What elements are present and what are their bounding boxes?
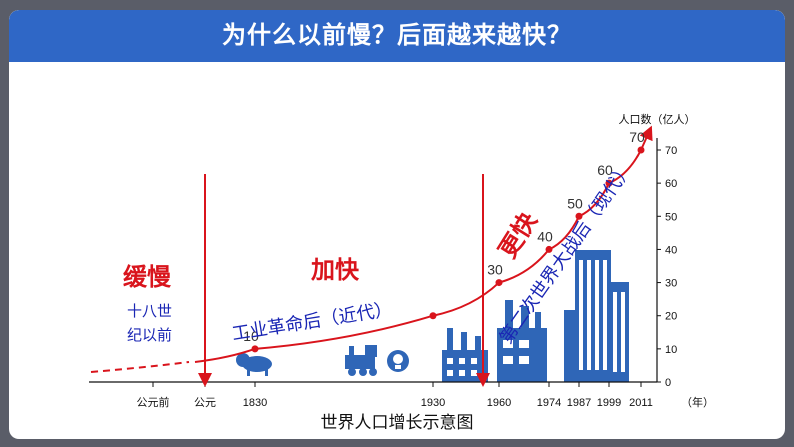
data-point [637,146,645,154]
data-point [605,179,613,187]
population-curve [194,125,653,363]
y-tick-label: 40 [665,244,677,256]
data-label: 10 [243,328,259,344]
x-tick-label: 1987 [567,397,591,409]
y-tick-label: 10 [665,344,677,356]
label-pre18-line1: 十八世 [127,303,172,320]
data-label: 70 [629,129,645,145]
x-tick-label: 2011 [629,397,653,409]
x-axis-unit: （年） [681,395,714,409]
x-tick-label: 1960 [487,397,511,409]
bison-icon [236,353,272,376]
y-tick-label: 60 [665,178,677,190]
x-tick-label: 公元前 [137,395,170,409]
early-dashed-curve [90,361,190,373]
x-tick-label: 1999 [597,397,621,409]
data-point [429,312,437,320]
data-point [545,245,553,253]
label-faster: 加快 [311,257,360,284]
skyscraper-icon [564,250,629,382]
population-chart: 0 10 20 30 40 50 60 70 公元前 公元 1830 1930 1960 1974 198… [89,113,714,409]
x-tick-label: 1830 [243,397,267,409]
label-slow: 缓慢 [123,263,172,291]
lightbulb-icon [387,350,409,372]
label-pre18-line2: 纪以前 [127,327,172,344]
y-tick-label: 70 [665,145,677,157]
slide-frame: 为什么以前慢？后面越来越快？ [9,10,785,439]
y-tick-label: 20 [665,311,677,323]
y-axis-label: 人口数（亿人） [619,113,696,126]
x-tick-label: 公元 [194,397,216,409]
x-tick-label: 1930 [421,397,445,409]
y-tick-label: 30 [665,278,677,290]
chart-caption: 世界人口增长示意图 [320,413,474,432]
x-tick-label: 1974 [537,397,561,409]
industrial-plant-icon [497,300,547,382]
page-title: 为什么以前慢？后面越来越快？ [222,22,572,49]
title-bar: 为什么以前慢？后面越来越快？ [9,10,785,62]
y-tick-label: 0 [665,377,671,389]
locomotive-icon [345,345,377,376]
data-point [251,345,259,353]
label-fastest: 更快 [494,207,543,263]
data-label: 60 [597,162,613,178]
data-label: 40 [537,228,553,244]
data-label: 50 [567,195,583,211]
data-point [495,279,503,287]
factory-icon [442,328,488,382]
y-tick-label: 50 [665,211,677,223]
label-modern-early: 工业革命后（近代） [230,299,393,344]
data-point [575,212,583,220]
data-label: 30 [487,262,503,278]
